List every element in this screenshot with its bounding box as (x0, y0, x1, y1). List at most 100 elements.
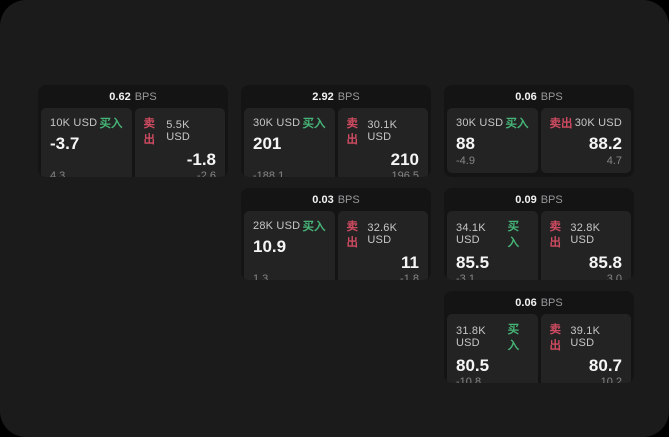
sell-price: 11 (401, 253, 419, 272)
panels-row: 34.1K USD 买入 85.5 -3.1 卖出 32.8K USD 85.8… (444, 209, 634, 280)
buy-panel[interactable]: 30K USD 买入 88 -4.9 (447, 108, 538, 173)
bps-value: 0.06 (515, 90, 537, 103)
quote-card[interactable]: 0.06 BPS 30K USD 买入 88 -4.9 卖出 30K USD 8… (444, 85, 634, 177)
buy-amount: 30K USD (253, 117, 301, 129)
card-header: 0.06 BPS (444, 85, 634, 106)
quote-card[interactable]: 0.62 BPS 10K USD 买入 -3.7 4.3 卖出 5.5K USD… (38, 85, 228, 177)
card-header: 0.09 BPS (444, 188, 634, 209)
buy-panel[interactable]: 34.1K USD 买入 85.5 -3.1 (447, 211, 538, 280)
buy-panel-top: 10K USD 买入 (50, 115, 123, 131)
card-header: 0.06 BPS (444, 291, 634, 312)
sell-change: 3.0 (606, 272, 622, 280)
buy-tag: 买入 (505, 118, 529, 130)
buy-amount: 34.1K USD (456, 222, 486, 246)
bps-unit-label: BPS (540, 296, 563, 309)
sell-panel[interactable]: 卖出 39.1K USD 80.7 10.2 (540, 314, 631, 383)
buy-change: -3.1 (456, 272, 475, 280)
card-header: 0.62 BPS (38, 85, 228, 106)
bps-unit-label: BPS (134, 90, 157, 103)
buy-panel[interactable]: 10K USD 买入 -3.7 4.3 (41, 108, 132, 177)
sell-panel-top: 卖出 30.1K USD (347, 115, 420, 147)
sell-panel-top: 卖出 32.6K USD (347, 218, 420, 250)
sell-change: 196.5 (391, 169, 419, 177)
sell-panel[interactable]: 卖出 32.6K USD 11 -1.8 (337, 211, 428, 280)
buy-change: -10.8 (456, 375, 482, 383)
sell-price: 88.2 (588, 134, 622, 153)
sell-price: -1.8 (186, 150, 216, 169)
buy-panel[interactable]: 31.8K USD 买入 80.5 -10.8 (447, 314, 538, 383)
bps-value: 0.09 (515, 193, 537, 206)
sell-tag: 卖出 (549, 221, 562, 249)
buy-amount: 28K USD (253, 220, 301, 232)
sell-price: 80.7 (588, 356, 622, 375)
sell-tag: 卖出 (549, 118, 573, 130)
bps-value: 2.92 (312, 90, 334, 103)
panels-row: 30K USD 买入 201 -188.1 卖出 30.1K USD 210 1… (241, 106, 431, 177)
card-header: 2.92 BPS (241, 85, 431, 106)
cards-grid: 0.62 BPS 10K USD 买入 -3.7 4.3 卖出 5.5K USD… (38, 85, 634, 383)
bps-unit-label: BPS (540, 90, 563, 103)
sell-tag: 卖出 (143, 118, 156, 146)
quote-card[interactable]: 2.92 BPS 30K USD 买入 201 -188.1 卖出 30.1K … (241, 85, 431, 177)
sell-change: -2.6 (197, 169, 216, 177)
sell-change: 10.2 (600, 375, 622, 383)
bps-value: 0.03 (312, 193, 334, 206)
sell-amount: 32.8K USD (570, 222, 601, 246)
bps-value: 0.62 (109, 90, 131, 103)
quote-card[interactable]: 0.09 BPS 34.1K USD 买入 85.5 -3.1 卖出 32.8K… (444, 188, 634, 280)
sell-panel[interactable]: 卖出 5.5K USD -1.8 -2.6 (134, 108, 225, 177)
buy-price: 201 (253, 134, 282, 153)
sell-amount: 39.1K USD (570, 325, 601, 349)
buy-amount: 10K USD (50, 117, 98, 129)
sell-amount: 32.6K USD (367, 222, 398, 246)
panels-row: 30K USD 买入 88 -4.9 卖出 30K USD 88.2 4.7 (444, 106, 634, 177)
panels-row: 28K USD 买入 10.9 1.3 卖出 32.6K USD 11 -1.8 (241, 209, 431, 280)
sell-tag: 卖出 (549, 324, 562, 352)
quote-card[interactable]: 0.06 BPS 31.8K USD 买入 80.5 -10.8 卖出 39.1… (444, 291, 634, 383)
buy-price: 85.5 (456, 253, 490, 272)
bps-unit-label: BPS (337, 193, 360, 206)
sell-panel[interactable]: 卖出 32.8K USD 85.8 3.0 (540, 211, 631, 280)
buy-change: -188.1 (253, 169, 285, 177)
sell-amount: 30.1K USD (367, 119, 398, 143)
buy-tag: 买入 (507, 221, 520, 249)
bps-unit-label: BPS (540, 193, 563, 206)
sell-tag: 卖出 (346, 221, 359, 249)
sell-panel-top: 卖出 39.1K USD (550, 321, 623, 353)
sell-panel-top: 卖出 30K USD (550, 115, 623, 131)
sell-change: 4.7 (606, 155, 622, 167)
buy-amount: 30K USD (456, 117, 504, 129)
buy-change: -4.9 (456, 155, 475, 167)
panels-row: 10K USD 买入 -3.7 4.3 卖出 5.5K USD -1.8 -2.… (38, 106, 228, 177)
buy-change: 4.3 (50, 169, 66, 177)
buy-price: 80.5 (456, 356, 490, 375)
buy-panel-top: 28K USD 买入 (253, 218, 326, 234)
sell-amount: 5.5K USD (166, 119, 191, 143)
sell-panel[interactable]: 卖出 30K USD 88.2 4.7 (540, 108, 631, 173)
quote-card[interactable]: 0.03 BPS 28K USD 买入 10.9 1.3 卖出 32.6K US… (241, 188, 431, 280)
card-header: 0.03 BPS (241, 188, 431, 209)
buy-change: 1.3 (253, 272, 269, 280)
sell-amount: 30K USD (574, 117, 622, 129)
buy-panel-top: 31.8K USD 买入 (456, 321, 529, 353)
buy-panel[interactable]: 28K USD 买入 10.9 1.3 (244, 211, 335, 280)
sell-change: -1.8 (400, 272, 419, 280)
sell-price: 85.8 (588, 253, 622, 272)
sell-panel-top: 卖出 5.5K USD (144, 115, 217, 147)
panels-row: 31.8K USD 买入 80.5 -10.8 卖出 39.1K USD 80.… (444, 312, 634, 383)
bps-value: 0.06 (515, 296, 537, 309)
buy-tag: 买入 (99, 118, 123, 130)
buy-price: 10.9 (253, 237, 287, 256)
sell-panel-top: 卖出 32.8K USD (550, 218, 623, 250)
sell-panel[interactable]: 卖出 30.1K USD 210 196.5 (337, 108, 428, 177)
bps-unit-label: BPS (337, 90, 360, 103)
buy-price: -3.7 (50, 134, 80, 153)
buy-panel[interactable]: 30K USD 买入 201 -188.1 (244, 108, 335, 177)
buy-panel-top: 34.1K USD 买入 (456, 218, 529, 250)
buy-tag: 买入 (302, 118, 326, 130)
buy-panel-top: 30K USD 买入 (253, 115, 326, 131)
sell-tag: 卖出 (346, 118, 359, 146)
buy-tag: 买入 (507, 324, 520, 352)
buy-amount: 31.8K USD (456, 325, 486, 349)
